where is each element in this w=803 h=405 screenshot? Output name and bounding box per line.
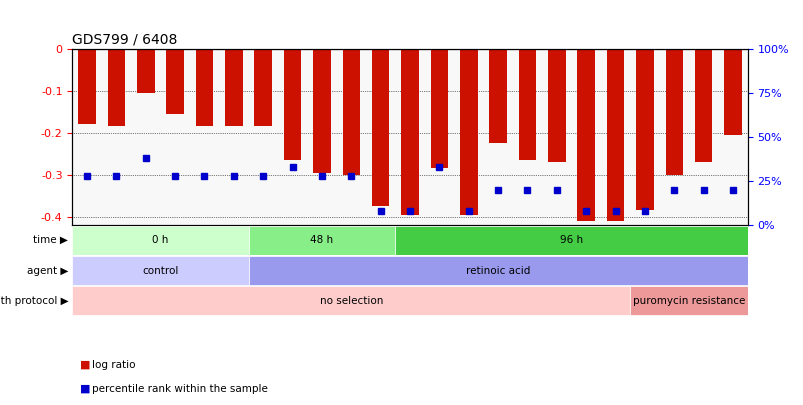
Bar	[195, 49, 213, 126]
Bar	[694, 49, 711, 162]
Text: log ratio: log ratio	[92, 360, 136, 369]
Bar	[283, 49, 301, 160]
Text: retinoic acid: retinoic acid	[466, 266, 530, 275]
Bar	[166, 49, 184, 114]
Bar	[548, 49, 565, 162]
Bar	[518, 49, 536, 160]
Bar	[72, 256, 248, 285]
Text: puromycin resistance: puromycin resistance	[632, 296, 744, 306]
Text: time ▶: time ▶	[34, 235, 68, 245]
Bar	[312, 49, 330, 173]
Text: ■: ■	[80, 360, 91, 369]
Bar	[137, 49, 154, 93]
Text: 0 h: 0 h	[152, 235, 169, 245]
Bar	[225, 49, 243, 126]
Bar	[72, 226, 248, 255]
Text: ■: ■	[80, 384, 91, 394]
Bar	[395, 226, 747, 255]
Text: control: control	[142, 266, 178, 275]
Bar	[401, 49, 418, 215]
Bar	[606, 49, 624, 221]
Bar	[724, 49, 741, 135]
Text: growth protocol ▶: growth protocol ▶	[0, 296, 68, 306]
Bar	[78, 49, 96, 124]
Text: no selection: no selection	[320, 296, 382, 306]
Bar	[430, 49, 447, 168]
Bar	[248, 226, 395, 255]
Bar	[459, 49, 477, 215]
Text: 96 h: 96 h	[559, 235, 582, 245]
Bar	[248, 256, 747, 285]
Bar	[72, 286, 630, 315]
Bar	[489, 49, 507, 143]
Text: GDS799 / 6408: GDS799 / 6408	[72, 32, 177, 46]
Bar	[635, 49, 653, 211]
Text: 48 h: 48 h	[310, 235, 333, 245]
Bar	[108, 49, 125, 126]
Bar	[665, 49, 683, 175]
Text: percentile rank within the sample: percentile rank within the sample	[92, 384, 268, 394]
Bar	[577, 49, 594, 221]
Bar	[630, 286, 747, 315]
Bar	[372, 49, 389, 206]
Bar	[254, 49, 271, 126]
Text: agent ▶: agent ▶	[27, 266, 68, 275]
Bar	[342, 49, 360, 175]
